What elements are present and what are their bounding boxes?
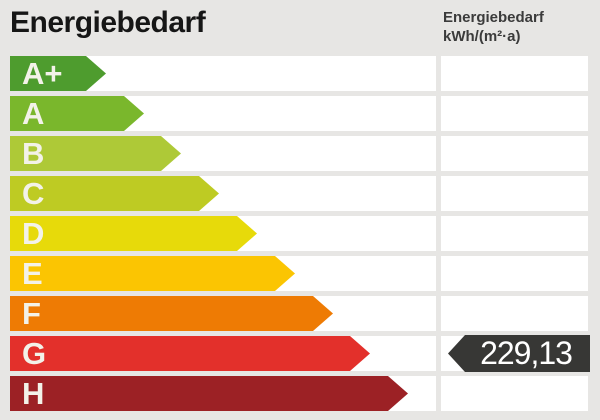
class-arrow-f: F [10, 296, 333, 331]
energy-row-g: G 229,13 [0, 335, 600, 372]
scale-band: C [10, 176, 436, 211]
unit-label: Energiebedarf kWh/(m²·a) [443, 8, 544, 46]
energy-row-aplus: A+ [0, 56, 600, 91]
right-margin [588, 216, 600, 251]
scale-band: E [10, 256, 436, 291]
left-margin [0, 256, 10, 291]
class-letter: D [22, 216, 45, 251]
energy-row-c: C [0, 176, 600, 211]
right-margin [588, 296, 600, 331]
marker-value: 229,13 [480, 335, 573, 371]
class-letter: E [22, 256, 43, 291]
value-cell [441, 56, 588, 91]
energy-row-a: A [0, 96, 600, 131]
class-arrow-b: B [10, 136, 181, 171]
scale-band: H [10, 376, 436, 411]
right-margin [588, 136, 600, 171]
scale-band: G [10, 336, 436, 371]
value-cell [441, 296, 588, 331]
right-margin [588, 256, 600, 291]
value-cell [441, 376, 588, 411]
energy-row-h: H [0, 376, 600, 411]
left-margin [0, 56, 10, 91]
scale-band: A+ [10, 56, 436, 91]
class-arrow-h: H [10, 376, 408, 411]
scale-band: D [10, 216, 436, 251]
class-letter: F [22, 296, 41, 331]
value-cell [441, 96, 588, 131]
class-letter: H [22, 376, 45, 411]
class-letter: A [22, 96, 45, 131]
scale-band: A [10, 96, 436, 131]
energy-row-f: F [0, 296, 600, 331]
class-letter: B [22, 136, 45, 171]
class-arrow-a: A [10, 96, 144, 131]
class-arrow-d: D [10, 216, 257, 251]
class-letter: C [22, 176, 45, 211]
left-margin [0, 296, 10, 331]
left-margin [0, 216, 10, 251]
left-margin [0, 136, 10, 171]
energy-row-b: B [0, 136, 600, 171]
class-arrow-g: G [10, 336, 370, 371]
value-cell: 229,13 [441, 335, 590, 372]
class-letter: A+ [22, 56, 63, 91]
unit-label-line1: Energiebedarf [443, 9, 544, 26]
value-cell [441, 176, 588, 211]
value-marker-badge: 229,13 [448, 335, 590, 372]
class-letter: G [22, 336, 47, 371]
right-margin [588, 176, 600, 211]
value-cell [441, 256, 588, 291]
class-arrow-e: E [10, 256, 295, 291]
page-title: Energiebedarf [10, 6, 206, 39]
unit-label-line2: kWh/(m²·a) [443, 28, 521, 45]
scale-band: B [10, 136, 436, 171]
left-margin [0, 176, 10, 211]
left-margin [0, 96, 10, 131]
left-margin [0, 336, 10, 371]
scale-band: F [10, 296, 436, 331]
energy-scale: A+ A B C D E F G 229,13 H [0, 56, 600, 416]
class-arrow-c: C [10, 176, 219, 211]
right-margin [588, 56, 600, 91]
right-margin [588, 376, 600, 411]
energy-row-d: D [0, 216, 600, 251]
left-margin [0, 376, 10, 411]
value-cell [441, 136, 588, 171]
energy-row-e: E [0, 256, 600, 291]
class-arrow-aplus: A+ [10, 56, 106, 91]
right-margin [588, 96, 600, 131]
value-cell [441, 216, 588, 251]
